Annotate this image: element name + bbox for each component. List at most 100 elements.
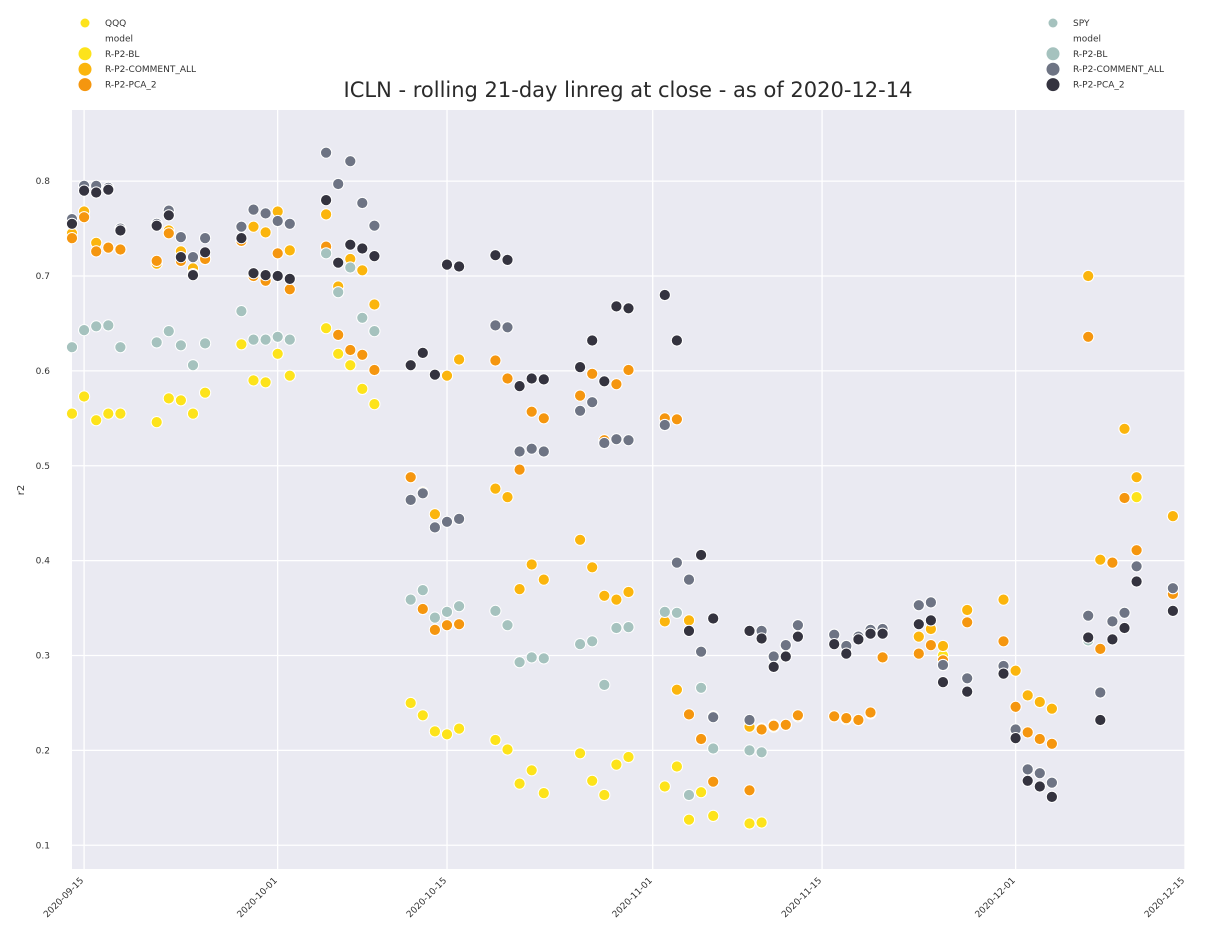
legend-marker [78,47,92,61]
data-point [1045,776,1059,789]
data-point [1094,553,1107,566]
data-point [743,713,756,727]
data-point [513,463,526,476]
data-point [682,614,696,627]
data-point [1082,609,1095,622]
data-point [586,774,599,787]
data-point [259,376,272,389]
data-point [755,632,768,645]
data-point [320,208,333,221]
data-point [65,232,79,245]
legend-marker [1046,78,1060,92]
data-point [670,334,684,347]
data-point [186,407,200,420]
data-point [235,232,248,245]
data-point [658,418,671,432]
data-point [235,220,248,233]
legend-label: R-P2-COMMENT_ALL [1073,65,1164,75]
legend-marker [1048,18,1058,28]
data-point [78,324,91,337]
legend-label: model [105,34,133,44]
data-points [65,146,1180,830]
data-point [610,300,623,313]
data-point [271,330,284,343]
data-point [574,747,587,760]
data-point [102,183,115,196]
data-point [537,445,550,458]
data-point [1021,726,1034,739]
legend-marker [78,78,92,92]
data-point [259,226,272,239]
legend-marker [1046,62,1060,76]
data-point [598,678,611,692]
data-point [743,744,756,757]
data-point [440,728,454,741]
data-point [162,392,175,405]
data-point [840,712,853,725]
data-point [271,347,284,360]
data-point [1082,631,1095,644]
data-point [791,709,805,722]
data-point [271,247,284,260]
data-point [440,619,454,632]
data-point [525,372,538,385]
legend-label: R-P2-BL [105,50,139,60]
data-point [610,433,623,446]
data-point [1166,509,1180,523]
data-point [186,269,200,282]
data-point [1118,606,1131,619]
data-point [320,194,333,207]
data-point [525,442,538,455]
data-point [598,589,611,602]
data-point [102,319,115,332]
data-point [622,750,635,764]
data-point [368,325,381,338]
data-point [489,482,502,495]
data-point [852,713,865,727]
data-point [440,515,454,528]
data-point [332,347,345,360]
x-tick-label: 2020-11-01 [611,876,655,920]
data-point [150,336,163,349]
data-point [622,585,635,599]
legend-spy: SPY model R-P2-BL R-P2-COMMENT_ALL R-P2-PCA_… [1046,18,1164,92]
data-point [1130,491,1143,504]
data-point [283,217,296,230]
data-point [489,319,502,332]
data-point [271,214,284,228]
data-point [670,683,684,696]
data-point [1033,732,1046,746]
data-point [1033,767,1046,780]
data-point [283,283,296,296]
y-tick-label: 0.1 [36,841,50,851]
data-point [876,651,889,664]
data-point [501,372,514,385]
legend-label: R-P2-BL [1073,50,1107,60]
data-point [283,272,296,285]
data-point [912,630,925,643]
data-point [1130,544,1143,557]
data-point [1033,695,1046,709]
data-point [1166,582,1180,595]
data-point [997,593,1010,606]
data-point [416,487,429,500]
data-point [453,600,466,613]
data-point [235,338,248,351]
data-point [670,606,684,619]
x-tick-label: 2020-10-01 [236,876,280,920]
data-point [658,288,671,302]
data-point [78,390,91,403]
data-point [453,353,466,366]
data-point [586,561,599,574]
data-point [283,333,296,346]
x-tick-label: 2020-09-15 [42,876,86,920]
data-point [610,378,623,391]
data-point [961,603,974,617]
data-point [707,612,720,625]
data-point [755,816,768,829]
data-point [332,328,345,341]
y-tick-label: 0.6 [36,367,51,377]
data-point [1009,700,1022,713]
data-point [864,706,877,719]
